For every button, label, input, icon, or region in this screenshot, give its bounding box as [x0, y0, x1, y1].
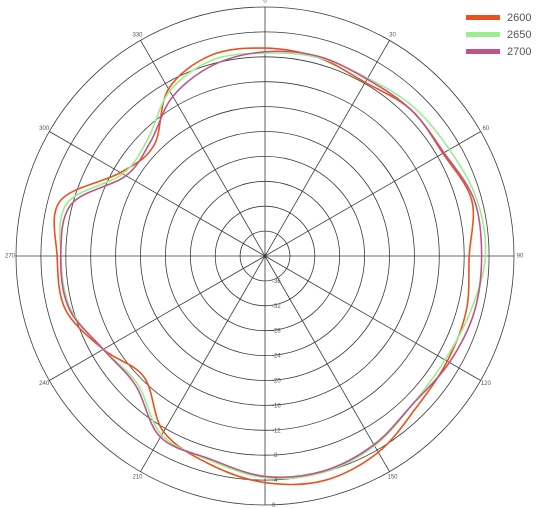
- series-line: [59, 52, 487, 480]
- angle-label: 120: [481, 381, 492, 387]
- grid-spoke: [264, 255, 481, 381]
- legend-label: 2650: [507, 28, 532, 41]
- axis-labels: -36-32-28-24-20-16-12-8-4003060901201501…: [5, 0, 524, 508]
- grid-spoke: [140, 255, 266, 472]
- legend-label: 2600: [507, 11, 532, 24]
- grid-spoke: [49, 131, 266, 257]
- series-line: [59, 50, 483, 478]
- grid-spoke: [49, 255, 266, 381]
- legend-label: 2700: [507, 45, 532, 58]
- legend-swatch: [466, 32, 500, 37]
- grid-spoke: [140, 40, 266, 257]
- legend-item: 2600: [466, 9, 550, 26]
- radial-tick-label: -32: [272, 304, 281, 310]
- grid-spoke: [264, 255, 390, 472]
- grid-spoke: [264, 40, 390, 257]
- radial-tick-label: -4: [272, 478, 278, 484]
- angle-label: 300: [39, 126, 50, 132]
- legend-swatch: [466, 49, 500, 54]
- series-curves: [53, 47, 487, 486]
- radial-tick-label: -28: [272, 329, 281, 335]
- angle-label: 150: [387, 474, 398, 480]
- angle-label: 270: [5, 254, 16, 260]
- radial-tick-label: -36: [272, 279, 281, 285]
- angle-label: 0: [263, 0, 267, 5]
- legend: 2600 2650 2700: [466, 9, 550, 60]
- grid-spoke: [264, 131, 481, 257]
- radial-tick-label: -16: [272, 403, 281, 409]
- angle-label: 210: [132, 474, 143, 480]
- angle-label: 60: [482, 126, 489, 132]
- legend-swatch: [466, 15, 500, 20]
- series-line: [53, 47, 475, 486]
- radial-tick-label: 0: [272, 503, 276, 508]
- angle-label: 30: [389, 33, 396, 39]
- polar-grid: [15, 6, 515, 506]
- radial-tick-label: -8: [272, 453, 278, 459]
- legend-item: 2650: [466, 26, 550, 43]
- angle-label: 330: [132, 33, 143, 39]
- radial-tick-label: -20: [272, 379, 281, 385]
- legend-item: 2700: [466, 43, 550, 60]
- angle-label: 240: [39, 381, 50, 387]
- radial-tick-label: -12: [272, 428, 281, 434]
- angle-label: 90: [517, 254, 524, 260]
- radial-tick-label: -24: [272, 354, 281, 360]
